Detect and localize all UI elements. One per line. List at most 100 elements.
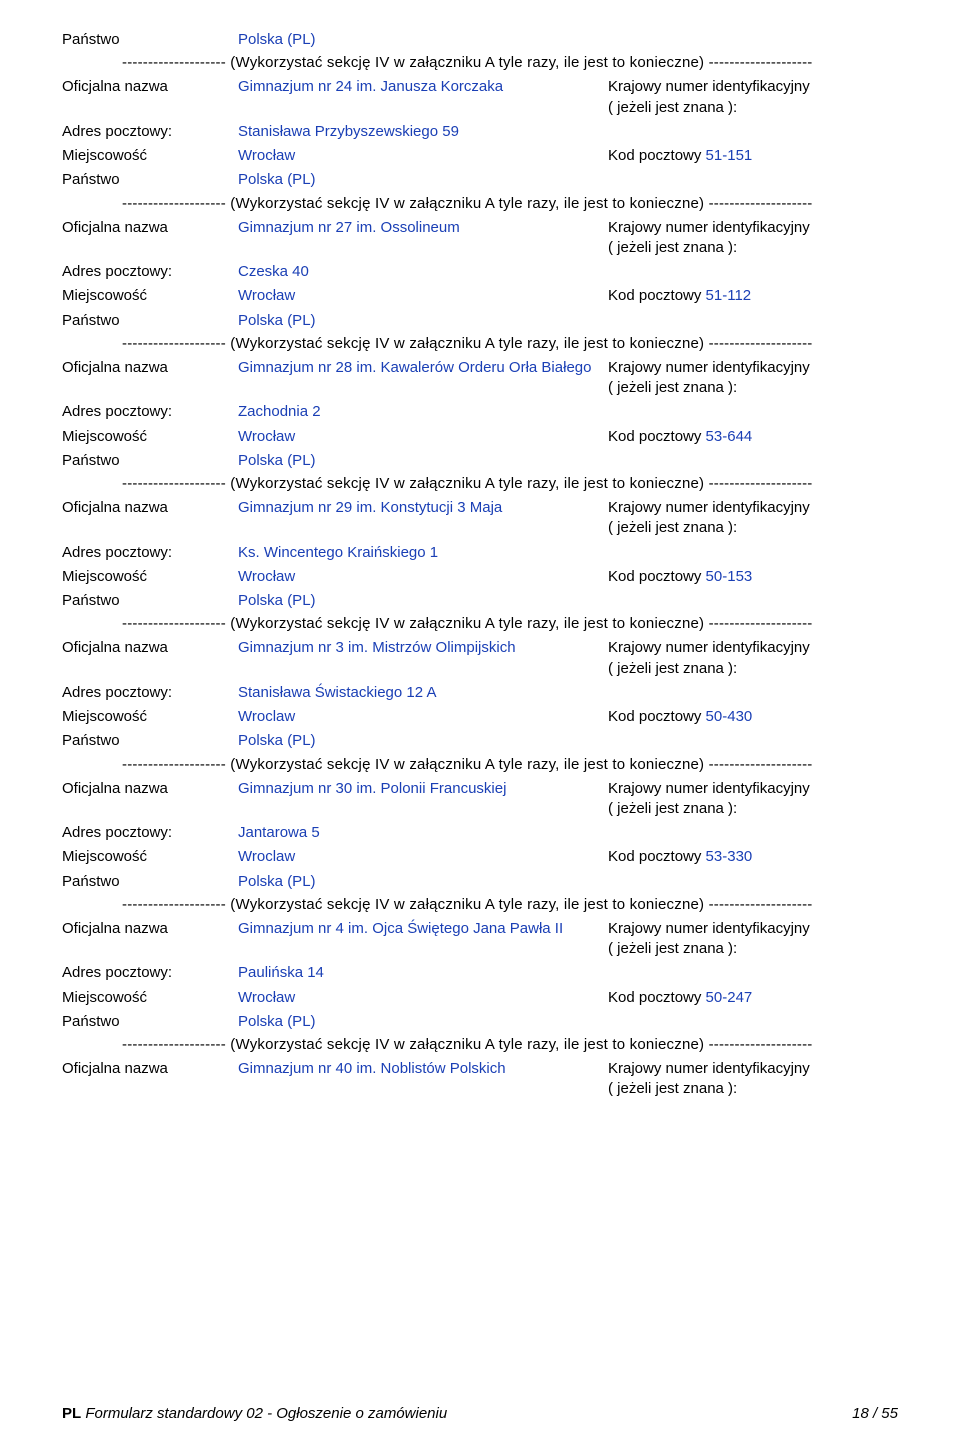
country-row: PaństwoPolska (PL) — [62, 872, 898, 892]
city-row: MiejscowośćWroclawKod pocztowy 53-330 — [62, 847, 898, 867]
label-postcode: Kod pocztowy — [608, 988, 701, 1008]
label-city: Miejscowość — [62, 847, 238, 867]
value-postal-address: Paulińska 14 — [238, 963, 608, 983]
value-official-name: Gimnazjum nr 3 im. Mistrzów Olimpijskich — [238, 638, 608, 658]
value-city: Wrocław — [238, 988, 608, 1008]
city-row: MiejscowośćWrocławKod pocztowy 53-644 — [62, 427, 898, 447]
label-national-id: Krajowy numer identyfikacyjny( jeżeli je… — [608, 498, 810, 539]
label-national-id: Krajowy numer identyfikacyjny( jeżeli je… — [608, 919, 810, 960]
footer-pl: PL — [62, 1405, 81, 1422]
country-row: PaństwoPolska (PL) — [62, 170, 898, 190]
label-national-id: Krajowy numer identyfikacyjny( jeżeli je… — [608, 218, 810, 259]
label-city: Miejscowość — [62, 286, 238, 306]
value-official-name: Gimnazjum nr 40 im. Noblistów Polskich — [238, 1059, 608, 1079]
label-city: Miejscowość — [62, 146, 238, 166]
label-postal-address: Adres pocztowy: — [62, 122, 238, 142]
value-postal-address: Stanisława Przybyszewskiego 59 — [238, 122, 608, 142]
value-country: Polska (PL) — [238, 311, 608, 331]
value-postal-address: Czeska 40 — [238, 262, 608, 282]
label-official-name: Oficjalna nazwa — [62, 919, 238, 939]
label-country: Państwo — [62, 731, 238, 751]
country-row: PaństwoPolska (PL) — [62, 591, 898, 611]
official-name-row: Oficjalna nazwaGimnazjum nr 28 im. Kawal… — [62, 358, 898, 399]
value-postcode: 50-430 — [701, 707, 752, 727]
label-postcode: Kod pocztowy — [608, 286, 701, 306]
footer-title: Formularz standardowy 02 - Ogłoszenie o … — [85, 1405, 447, 1422]
label-country: Państwo — [62, 591, 238, 611]
value-country: Polska (PL) — [238, 170, 608, 190]
value-postal-address: Stanisława Świstackiego 12 A — [238, 683, 608, 703]
value-country: Polska (PL) — [238, 731, 608, 751]
official-name-row: Oficjalna nazwaGimnazjum nr 3 im. Mistrz… — [62, 638, 898, 679]
label-postcode: Kod pocztowy — [608, 427, 701, 447]
separator: -------------------- (Wykorzystać sekcję… — [62, 195, 898, 212]
value-city: Wrocław — [238, 286, 608, 306]
country-row: PaństwoPolska (PL) — [62, 731, 898, 751]
value-country: Polska (PL) — [238, 451, 608, 471]
label-city: Miejscowość — [62, 427, 238, 447]
label-official-name: Oficjalna nazwa — [62, 1059, 238, 1079]
label-postcode: Kod pocztowy — [608, 847, 701, 867]
value-postcode: 51-151 — [701, 146, 752, 166]
city-row: MiejscowośćWrocławKod pocztowy 50-247 — [62, 988, 898, 1008]
label-official-name: Oficjalna nazwa — [62, 218, 238, 238]
label-postal-address: Adres pocztowy: — [62, 963, 238, 983]
postal-address-row: Adres pocztowy:Ks. Wincentego Kraińskieg… — [62, 543, 898, 563]
value-city: Wrocław — [238, 146, 608, 166]
value-postal-address: Zachodnia 2 — [238, 402, 608, 422]
country-row: Państwo Polska (PL) — [62, 30, 898, 50]
label-official-name: Oficjalna nazwa — [62, 779, 238, 799]
label-postal-address: Adres pocztowy: — [62, 683, 238, 703]
label-official-name: Oficjalna nazwa — [62, 77, 238, 97]
label-national-id: Krajowy numer identyfikacyjny( jeżeli je… — [608, 779, 810, 820]
official-name-row: Oficjalna nazwaGimnazjum nr 40 im. Nobli… — [62, 1059, 898, 1100]
value-country: Polska (PL) — [238, 30, 608, 50]
label-city: Miejscowość — [62, 988, 238, 1008]
separator: -------------------- (Wykorzystać sekcję… — [62, 1036, 898, 1053]
value-postcode: 50-153 — [701, 567, 752, 587]
label-national-id: Krajowy numer identyfikacyjny( jeżeli je… — [608, 358, 810, 399]
postal-address-row: Adres pocztowy:Zachodnia 2 — [62, 402, 898, 422]
separator: -------------------- (Wykorzystać sekcję… — [62, 54, 898, 71]
value-postcode: 53-330 — [701, 847, 752, 867]
page-footer: PL Formularz standardowy 02 - Ogłoszenie… — [62, 1405, 898, 1422]
value-city: Wroclaw — [238, 707, 608, 727]
label-postal-address: Adres pocztowy: — [62, 402, 238, 422]
value-city: Wrocław — [238, 427, 608, 447]
label-official-name: Oficjalna nazwa — [62, 358, 238, 378]
separator: -------------------- (Wykorzystać sekcję… — [62, 896, 898, 913]
official-name-row: Oficjalna nazwaGimnazjum nr 4 im. Ojca Ś… — [62, 919, 898, 960]
label-country: Państwo — [62, 872, 238, 892]
label-country: Państwo — [62, 311, 238, 331]
label-national-id: Krajowy numer identyfikacyjny( jeżeli je… — [608, 77, 810, 118]
value-country: Polska (PL) — [238, 872, 608, 892]
page: Państwo Polska (PL) --------------------… — [0, 0, 960, 1452]
value-official-name: Gimnazjum nr 28 im. Kawalerów Orderu Orł… — [238, 358, 608, 378]
separator: -------------------- (Wykorzystać sekcję… — [62, 615, 898, 632]
label-postal-address: Adres pocztowy: — [62, 823, 238, 843]
separator: -------------------- (Wykorzystać sekcję… — [62, 335, 898, 352]
separator: -------------------- (Wykorzystać sekcję… — [62, 756, 898, 773]
value-postal-address: Ks. Wincentego Kraińskiego 1 — [238, 543, 608, 563]
separator: -------------------- (Wykorzystać sekcję… — [62, 475, 898, 492]
value-country: Polska (PL) — [238, 591, 608, 611]
postal-address-row: Adres pocztowy:Paulińska 14 — [62, 963, 898, 983]
label-postcode: Kod pocztowy — [608, 707, 701, 727]
entries-container: Oficjalna nazwaGimnazjum nr 24 im. Janus… — [62, 77, 898, 1099]
value-official-name: Gimnazjum nr 29 im. Konstytucji 3 Maja — [238, 498, 608, 518]
label-country: Państwo — [62, 170, 238, 190]
city-row: MiejscowośćWrocławKod pocztowy 50-153 — [62, 567, 898, 587]
value-city: Wrocław — [238, 567, 608, 587]
value-country: Polska (PL) — [238, 1012, 608, 1032]
value-official-name: Gimnazjum nr 24 im. Janusza Korczaka — [238, 77, 608, 97]
label-national-id: Krajowy numer identyfikacyjny( jeżeli je… — [608, 1059, 810, 1100]
label-official-name: Oficjalna nazwa — [62, 498, 238, 518]
label-city: Miejscowość — [62, 707, 238, 727]
postal-address-row: Adres pocztowy:Stanisława Świstackiego 1… — [62, 683, 898, 703]
country-row: PaństwoPolska (PL) — [62, 1012, 898, 1032]
country-row: PaństwoPolska (PL) — [62, 451, 898, 471]
city-row: MiejscowośćWrocławKod pocztowy 51-112 — [62, 286, 898, 306]
label-postcode: Kod pocztowy — [608, 146, 701, 166]
label-official-name: Oficjalna nazwa — [62, 638, 238, 658]
value-postal-address: Jantarowa 5 — [238, 823, 608, 843]
